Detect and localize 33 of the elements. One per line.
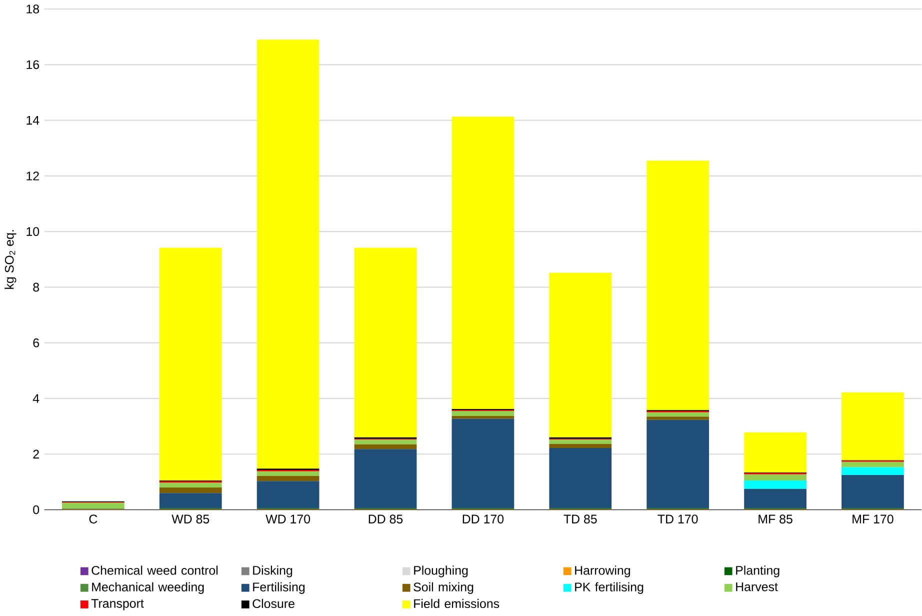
legend-label: Disking	[253, 566, 292, 578]
y-tick-label: 2	[33, 450, 39, 459]
y-tick-label: 12	[26, 172, 39, 181]
y-tick-label: 6	[33, 338, 40, 348]
legend-label: Field emissions	[414, 599, 500, 608]
legend-label: Fertilising	[253, 582, 305, 594]
legend-label: Harvest	[736, 582, 778, 592]
legend-label: Harrowing	[575, 566, 630, 578]
y-axis-title: kg SO$_{2}$ eq.	[4, 230, 16, 290]
x-tick-label: WD 170	[266, 514, 310, 524]
legend-label: Soil mixing	[414, 582, 474, 594]
x-tick-label: TD 170	[658, 514, 698, 524]
legend-label: Chemical weed control	[92, 566, 218, 576]
y-tick-label: 4	[32, 394, 40, 403]
x-tick-label: DD 170	[462, 514, 504, 524]
y-tick-label: 14	[26, 116, 40, 125]
y-tick-label: 10	[26, 227, 40, 236]
legend-label: Ploughing	[414, 566, 468, 578]
legend-label: Closure	[252, 599, 294, 608]
legend-label: Mechanical weeding	[92, 582, 204, 594]
y-tick-label: 16	[26, 60, 40, 70]
x-tick-label: TD 85	[564, 514, 597, 524]
x-tick-label: DD 85	[368, 514, 403, 524]
legend-label: Transport	[91, 599, 144, 611]
legend-label: PK fertilising	[575, 582, 644, 594]
y-tick-label: 0	[33, 506, 40, 514]
legend-label: Planting	[736, 566, 780, 578]
x-tick-label: MF 170	[852, 514, 894, 524]
x-tick-label: MF 85	[758, 514, 792, 524]
x-tick-label: C	[89, 514, 98, 524]
y-tick-label: 18	[26, 4, 40, 14]
x-tick-label: WD 85	[172, 514, 210, 524]
y-tick-label: 8	[33, 283, 40, 292]
